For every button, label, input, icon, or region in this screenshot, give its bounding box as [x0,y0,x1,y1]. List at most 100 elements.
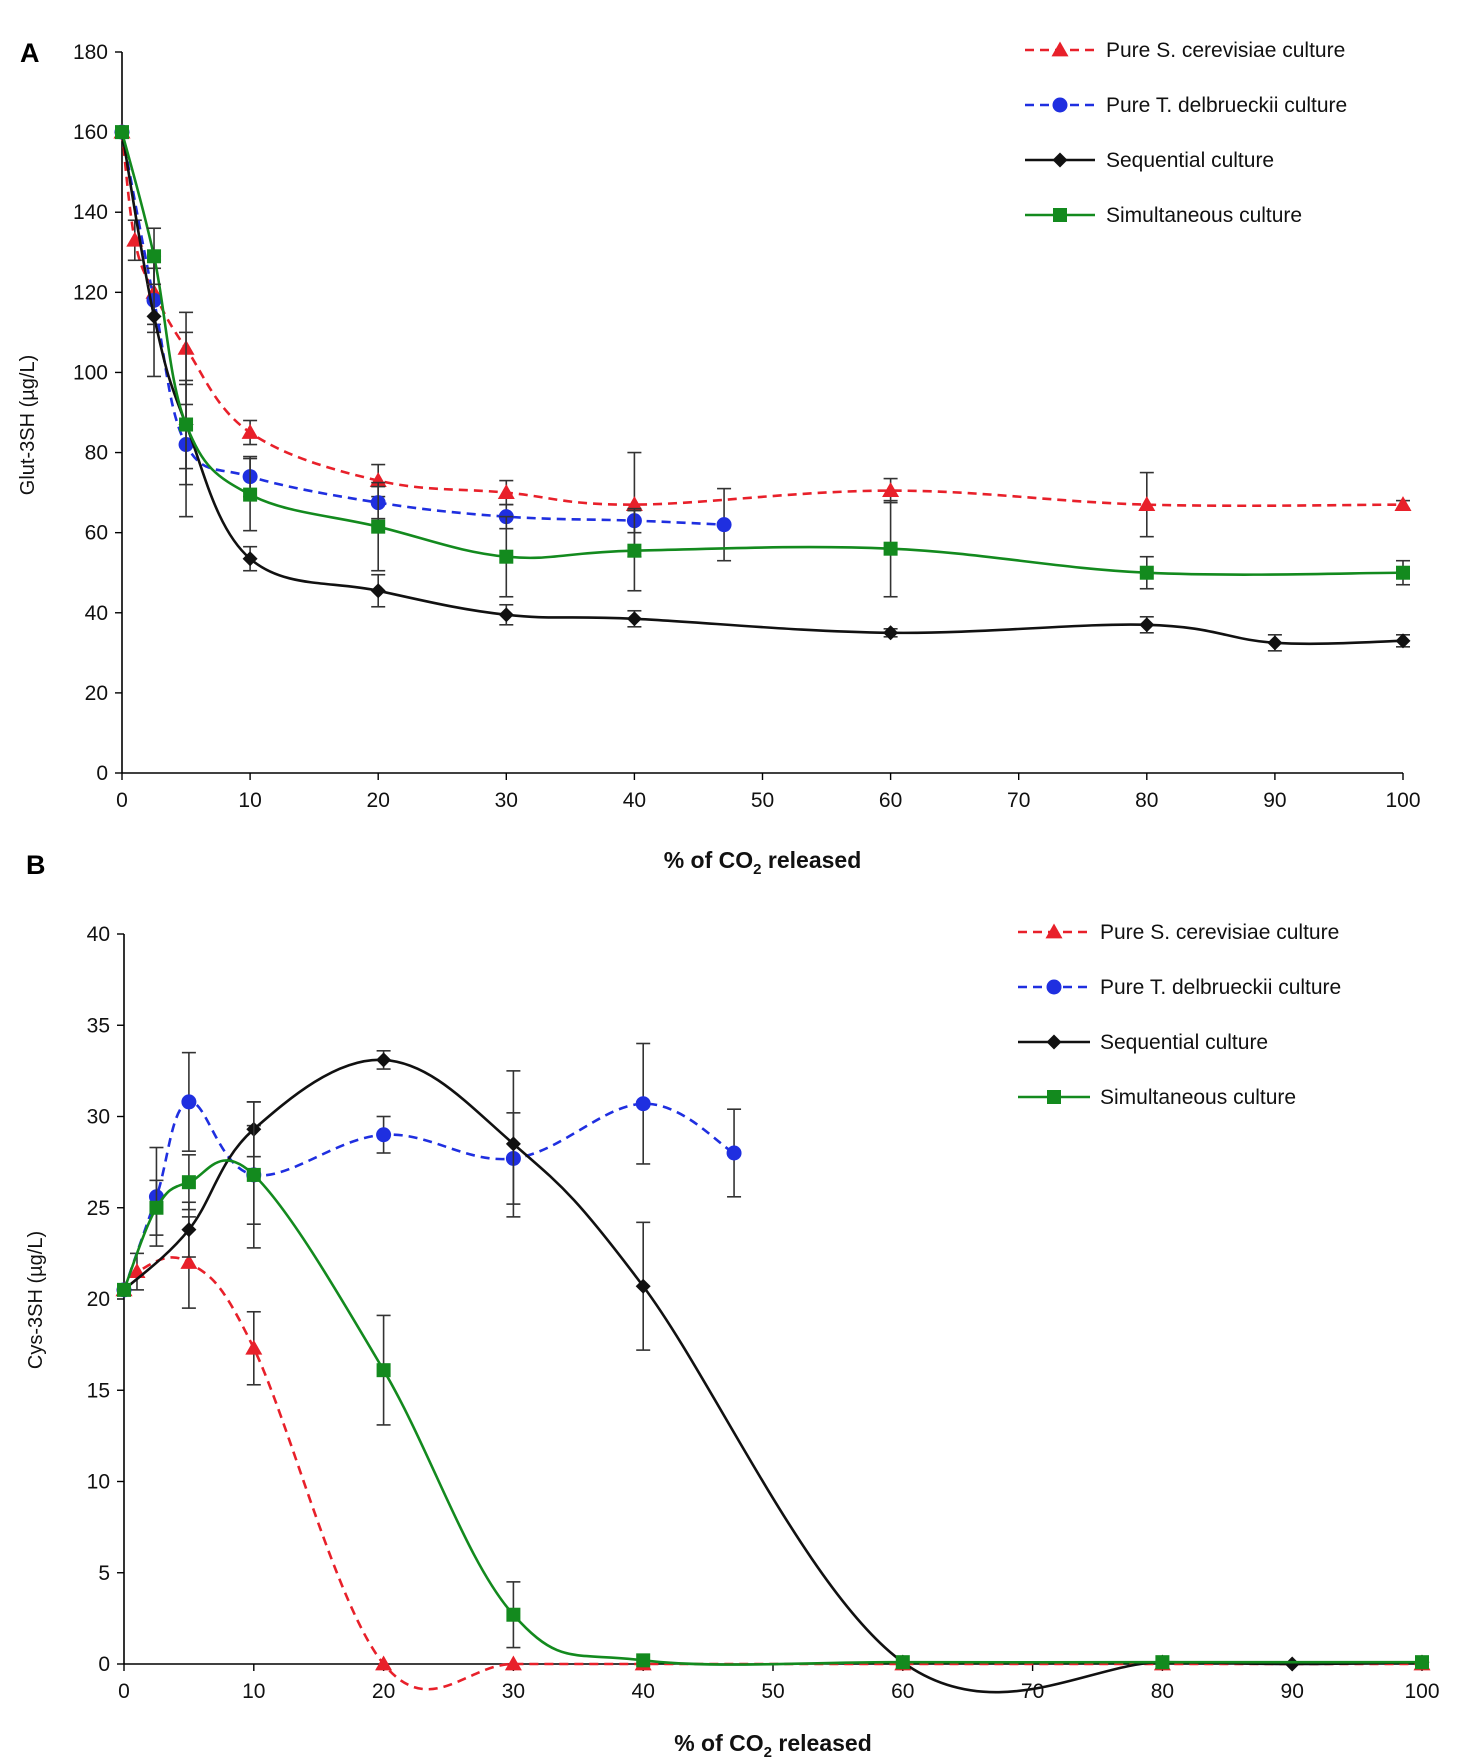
series-4 [115,125,1410,598]
x-tick-label: 0 [118,1680,130,1703]
panel-letter: B [26,850,46,880]
legend-swatch-marker [1052,97,1068,113]
x-axis-title-subscript: 2 [764,1744,772,1759]
y-tick-label: 120 [73,281,108,304]
panel-b: 0 5 10 15 20 25 30 35 40 0 10 20 30 40 50 60 70 80 90 100 B%… [25,850,1440,1759]
data-point [376,1363,391,1378]
series-line [122,1256,1422,1691]
x-axis-title-main: % of CO [664,847,753,873]
x-tick-label: 70 [1007,789,1030,812]
data-point [376,1052,392,1068]
data-point [625,496,643,512]
series-line [120,131,1404,646]
x-axis-title: % of CO2 released [674,1730,872,1759]
legend-label: Simultaneous culture [1106,204,1302,227]
panel-a: 0 20 40 60 80 100 120 140 160 180 0 10 20 30 40 50 60 70 8… [17,38,1421,878]
data-point [245,1339,263,1355]
y-tick-label: 180 [73,41,108,64]
legend-label: Simultaneous culture [1100,1086,1296,1109]
panel-letter: A [20,38,40,68]
series-line [120,131,1404,508]
series-1 [115,1216,1431,1691]
series-line [120,131,1404,576]
x-tick-label: 100 [1385,789,1420,812]
data-point [376,1127,392,1143]
series-2 [116,1042,742,1298]
data-point [1395,633,1411,649]
data-point [499,549,514,564]
x-tick-label: 60 [891,1680,914,1703]
data-point [1267,635,1283,651]
series-line [122,1100,735,1291]
data-point [241,424,259,439]
data-point [627,543,642,558]
x-axis-title-tail: released [762,847,862,873]
x-tick-label: 20 [367,789,390,812]
series-line [122,1159,1422,1666]
data-point [1139,565,1154,580]
x-tick-label: 10 [238,789,261,812]
data-point [1139,617,1155,633]
data-point [147,249,162,264]
x-tick-label: 70 [1021,1680,1044,1703]
series-4 [117,1101,1429,1670]
legend-item: Sequential culture [1025,149,1274,172]
data-point [497,484,515,499]
y-tick-label: 40 [85,602,108,625]
legend-item: Pure S. cerevisiae culture [1018,921,1339,944]
data-point [115,125,129,140]
legend-item: Sequential culture [1018,1031,1268,1054]
data-point [635,1096,651,1112]
y-tick-label: 80 [85,442,108,465]
y-axis-title: Cys-3SH (µg/L) [25,1231,47,1369]
data-point [180,1254,198,1269]
legend-swatch-marker [1047,1090,1061,1104]
y-tick-label: 140 [73,201,108,224]
data-point [636,1653,651,1668]
data-point [1394,496,1412,512]
x-tick-label: 100 [1404,1680,1439,1703]
y-tick-label: 0 [96,762,108,785]
data-point [1396,565,1410,580]
y-tick-label: 40 [87,923,110,946]
legend-item: Pure S. cerevisiae culture [1025,39,1345,62]
data-point [370,583,386,599]
data-point [505,1136,521,1152]
legend-label: Pure T. delbrueckii culture [1100,976,1341,999]
series-2 [114,124,732,562]
data-point [1155,1655,1170,1670]
legend-swatch-marker [1051,41,1069,57]
y-tick-label: 60 [85,522,108,545]
data-point [243,487,258,502]
x-tick-label: 50 [751,789,774,812]
x-tick-label: 30 [495,789,518,812]
data-point [883,625,899,641]
legend-label: Sequential culture [1106,149,1274,172]
x-tick-label: 90 [1281,1680,1304,1703]
data-point [883,541,898,556]
x-axis-title-tail: released [772,1730,872,1756]
legend-swatch-marker [1053,208,1067,222]
data-point [375,1655,393,1671]
legend-item: Pure T. delbrueckii culture [1025,94,1347,117]
data-point [716,517,732,533]
data-point [895,1655,910,1670]
x-axis-title-main: % of CO [674,1730,763,1756]
x-axis-title-subscript: 2 [753,861,761,878]
x-axis-title: % of CO2 released [664,847,862,878]
legend-label: Pure S. cerevisiae culture [1100,921,1339,944]
data-point [635,1278,651,1294]
y-tick-label: 25 [87,1197,110,1220]
data-point [146,308,162,324]
x-tick-label: 60 [879,789,902,812]
series-line [123,1058,1423,1694]
y-tick-label: 30 [87,1106,110,1129]
y-axis-title: Glut-3SH (µg/L) [17,355,39,495]
legend-label: Pure T. delbrueckii culture [1106,94,1347,117]
x-tick-label: 90 [1263,789,1286,812]
data-point [726,1145,742,1161]
legend-swatch-marker [1046,1034,1062,1050]
legend-swatch-marker [1046,979,1062,995]
data-point [626,611,642,627]
